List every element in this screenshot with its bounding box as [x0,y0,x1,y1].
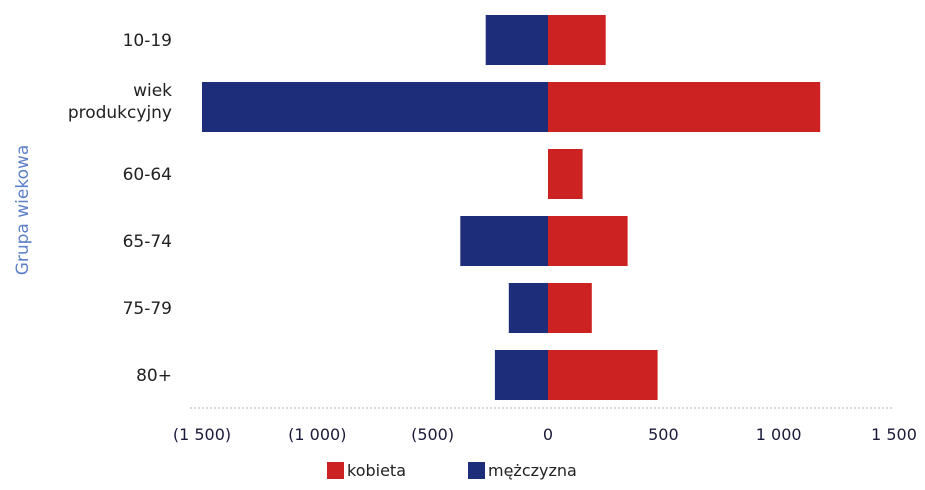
bar-mezczyzna-3 [460,216,548,266]
x-tick-label-1: (1 000) [288,425,346,444]
bar-kobieta-3 [548,216,628,266]
legend-swatch-mezczyzna [468,462,485,479]
bar-mezczyzna-5 [494,350,548,400]
legend-label-mezczyzna: mężczyzna [488,461,577,480]
bar-kobieta-2 [548,149,583,199]
category-label-0: 10-19 [123,31,172,51]
x-tick-label-3: 0 [543,425,553,444]
bar-mezczyzna-4 [508,283,548,333]
category-labels: 10-19 wiek produkcyjny 60-64 65-74 75-79 80+ [68,31,172,386]
category-label-5: 80+ [136,366,172,386]
legend: kobieta mężczyzna [327,461,577,480]
x-tick-label-2: (500) [411,425,454,444]
x-tick-label-4: 500 [648,425,679,444]
bar-mezczyzna-1 [202,82,548,132]
x-tick-labels: (1 500) (1 000) (500) 0 500 1 000 1 500 [173,425,917,444]
y-axis-title: Grupa wiekowa [13,145,33,276]
category-label-3: 65-74 [123,232,172,252]
bar-mezczyzna-0 [485,15,548,65]
legend-label-kobieta: kobieta [347,461,406,480]
x-tick-label-6: 1 500 [871,425,917,444]
x-tick-label-5: 1 000 [756,425,802,444]
bars-layer [202,15,821,400]
x-tick-label-0: (1 500) [173,425,231,444]
legend-swatch-kobieta [327,462,344,479]
category-label-2: 60-64 [123,165,172,185]
bar-kobieta-1 [548,82,821,132]
category-label-4: 75-79 [123,299,172,319]
bar-kobieta-0 [548,15,606,65]
bar-kobieta-5 [548,350,658,400]
category-label-1: wiek produkcyjny [68,81,172,123]
bar-kobieta-4 [548,283,592,333]
